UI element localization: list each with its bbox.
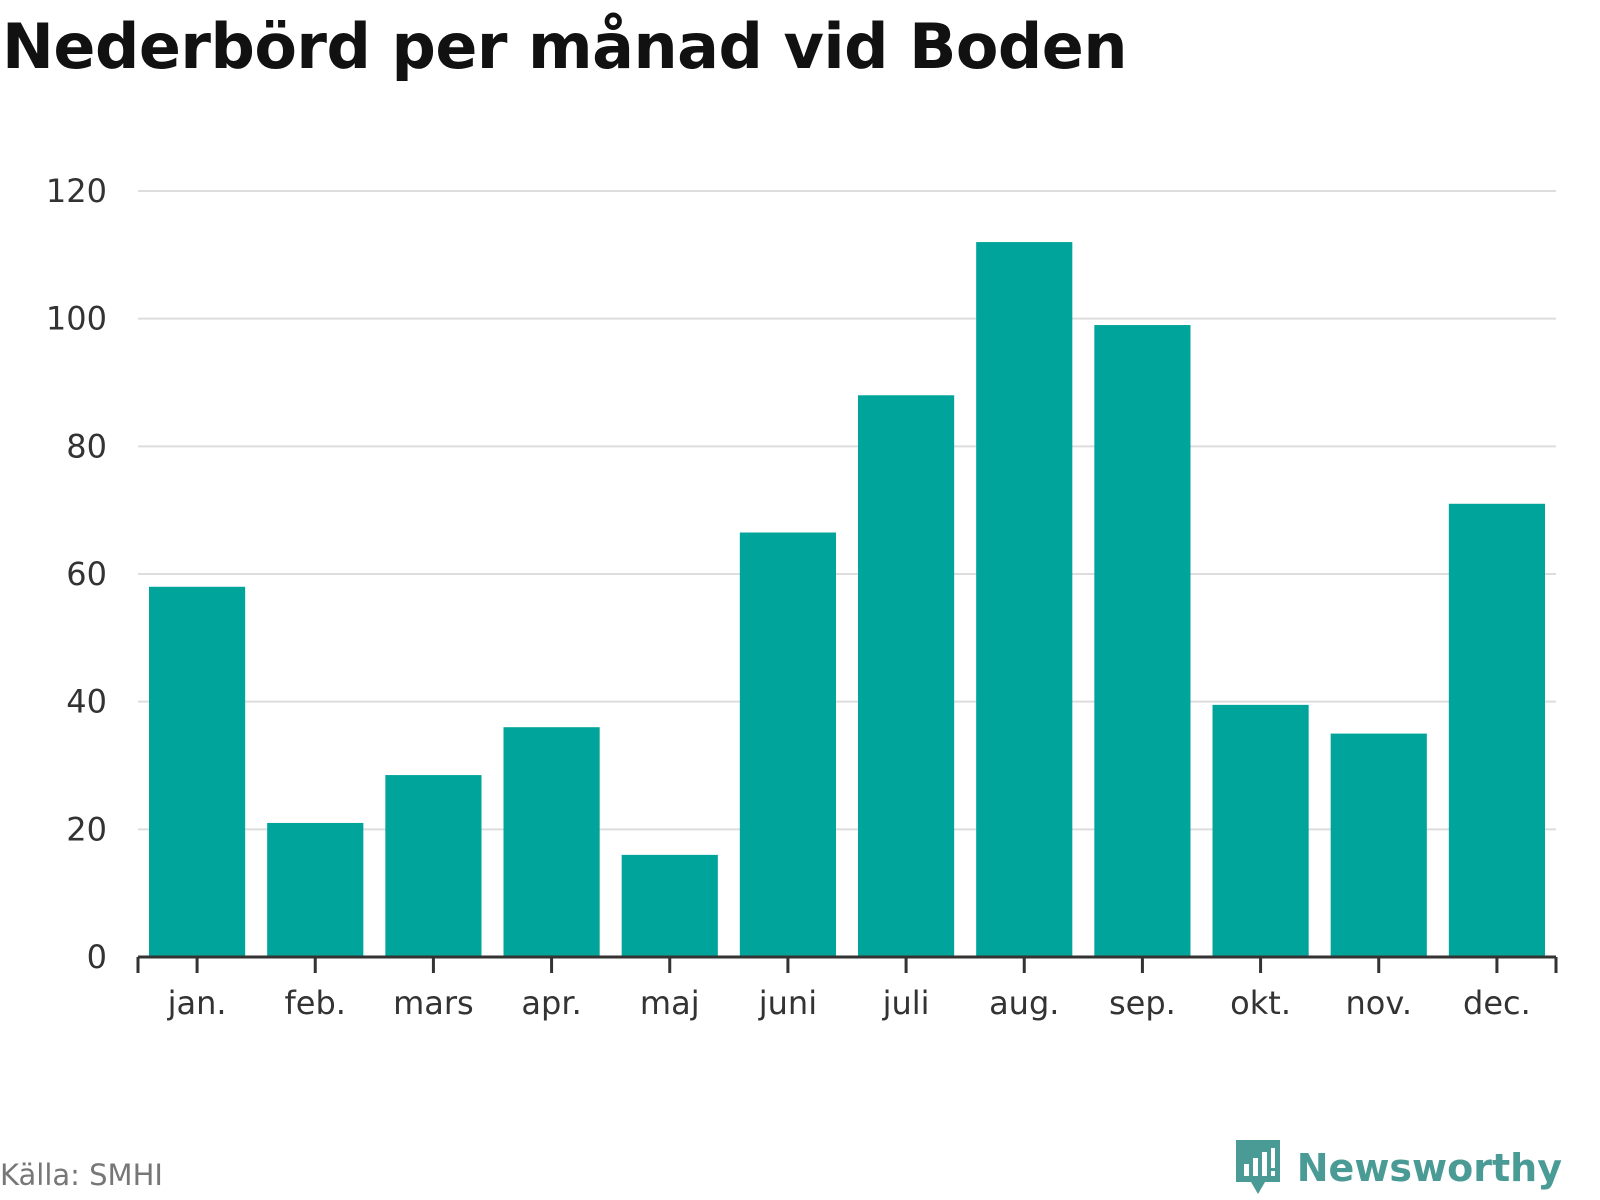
bar-okt [1212,704,1309,957]
source-note: Källa: SMHI [0,1158,163,1192]
axes: 0 20 40 60 80 100 120 jan. feb. mars apr. maj juni ju… [46,172,1558,1022]
bar-juni [739,532,836,957]
y-tick-label: 0 [87,938,107,976]
bar-dec [1448,503,1545,957]
x-tick-label: okt. [1230,984,1291,1022]
y-tick-label: 120 [46,172,107,210]
y-tick-label: 60 [66,555,107,593]
x-tick-label: feb. [285,984,346,1022]
bar-aug [976,242,1073,958]
bar-jan [149,586,246,957]
y-tick-label: 100 [46,300,107,338]
chart-title: Nederbörd per månad vid Boden [2,10,1128,83]
x-tick-label: aug. [989,984,1059,1022]
bar-maj [621,854,718,957]
bar-feb [267,822,364,957]
x-tick-label: mars [393,984,474,1022]
x-tick-label: apr. [521,984,581,1022]
brand-logo: Newsworthy [1233,1138,1562,1198]
y-tick-label: 80 [66,427,107,465]
x-tick-label: juni [758,984,817,1022]
y-tick-label: 20 [66,810,107,848]
bar-chart: 0 20 40 60 80 100 120 jan. feb. mars apr. maj juni ju… [46,172,1558,1022]
x-tick-label: dec. [1463,984,1531,1022]
x-tick-label: maj [640,984,700,1022]
bar-juli [858,395,955,957]
gridlines [138,190,1556,831]
bar-apr [503,727,600,957]
bar-mars [385,775,482,957]
x-tick-label: nov. [1346,984,1412,1022]
newsworthy-logo-icon [1235,1140,1280,1194]
bar-nov [1330,733,1427,957]
bars [149,242,1545,958]
x-tick-label: juli [882,984,930,1022]
bar-sep [1094,325,1191,957]
x-tick-label: sep. [1109,984,1176,1022]
y-tick-label: 40 [66,683,107,721]
x-tick-label: jan. [167,984,227,1022]
brand-name: Newsworthy [1296,1146,1562,1190]
